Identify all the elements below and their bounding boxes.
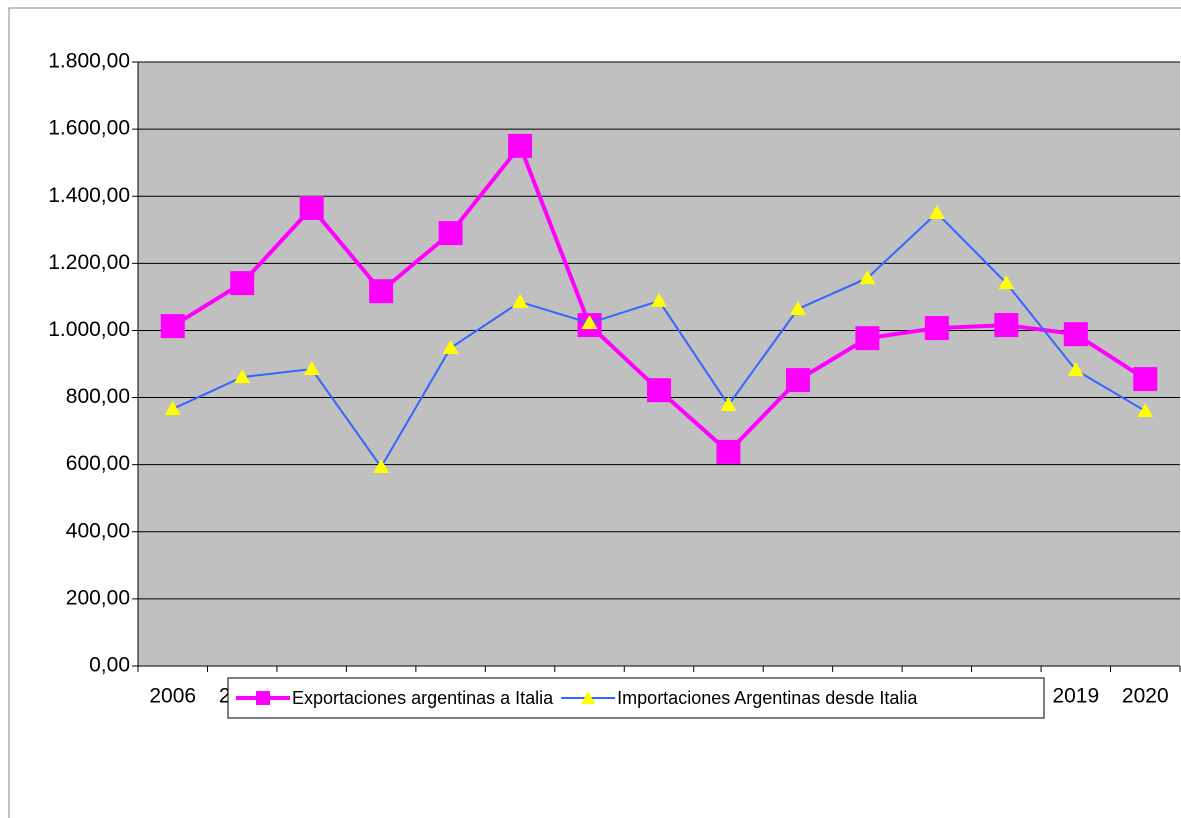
marker [855,326,880,351]
legend-label: Exportaciones argentinas a Italia [292,688,554,708]
marker [581,315,598,330]
marker [508,133,533,158]
y-tick-label: 0,00 [89,654,130,677]
marker [651,292,667,307]
marker [647,378,671,403]
legend-label: Importaciones Argentinas desde Italia [617,688,918,708]
marker [1067,362,1084,377]
marker [512,293,529,308]
y-tick-label: 1.000,00 [48,318,130,341]
marker [369,279,394,304]
legend-marker [581,691,596,704]
marker [299,195,324,220]
x-tick-label: 2006 [149,685,196,708]
marker [928,205,945,219]
legend [227,677,1045,719]
marker [716,439,741,464]
marker [859,270,876,285]
marker [234,369,251,384]
x-tick-label: 2019 [1052,685,1099,708]
y-tick-label: 400,00 [66,519,130,542]
legend-marker [256,691,270,705]
x-tick-label: 2020 [1122,685,1169,708]
marker [1133,367,1158,392]
marker [438,221,463,246]
y-tick-label: 1.200,00 [48,251,130,274]
y-tick-label: 1.600,00 [48,117,130,140]
marker [785,368,810,393]
marker [1063,322,1088,347]
marker [789,300,806,315]
marker [303,361,320,376]
y-tick-label: 1.400,00 [48,184,130,207]
marker [924,316,949,341]
plot-area [138,62,1180,666]
marker [1137,402,1154,417]
y-tick-label: 800,00 [66,385,130,408]
marker [720,396,737,411]
marker [998,275,1015,290]
marker [164,400,181,415]
y-tick-label: 200,00 [66,586,130,609]
y-tick-label: 1.800,00 [48,50,130,73]
marker [160,314,185,339]
marker [442,339,459,354]
marker [994,313,1019,338]
y-tick-label: 600,00 [66,452,130,475]
marker [230,271,255,296]
chart-frame [8,7,1181,818]
marker [373,459,390,474]
